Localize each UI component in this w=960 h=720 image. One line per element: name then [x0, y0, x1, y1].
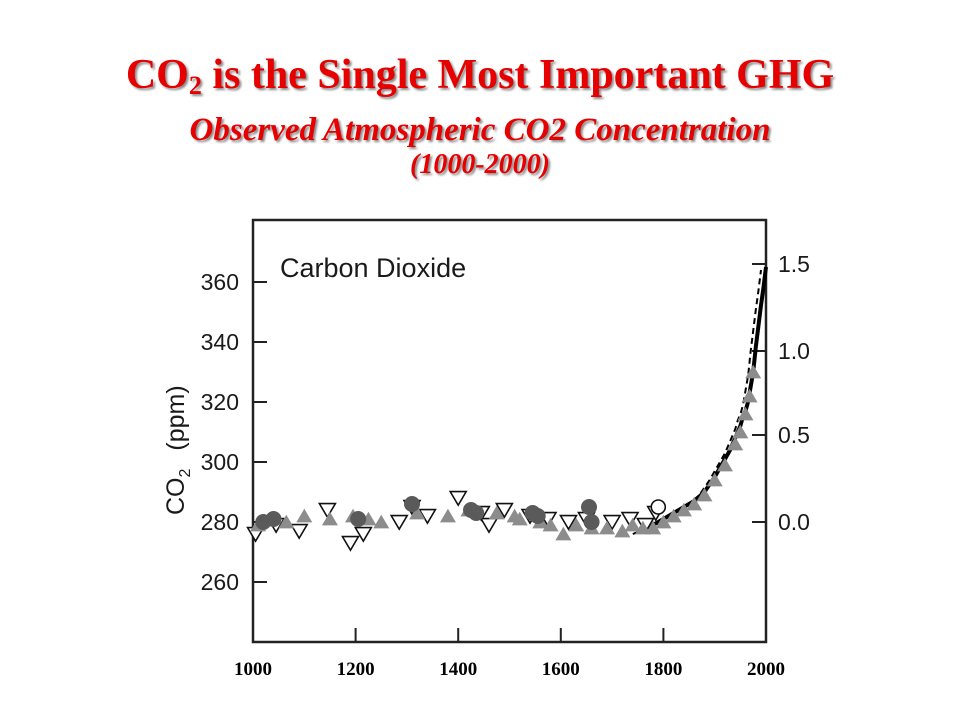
data-marks	[246, 266, 768, 552]
gray-triangle-marker	[488, 505, 505, 520]
gray-triangle-marker	[278, 514, 295, 529]
gray-triangle-marker	[555, 526, 572, 541]
open-triangle-marker	[602, 514, 622, 531]
left-tick-label: 320	[201, 389, 239, 415]
x-axis-ticks: 1000 1200 1400 1600 1800 2000	[234, 628, 785, 680]
gray-triangle-marker	[511, 511, 528, 526]
gray-circle-marker	[529, 508, 546, 524]
x-tick-label: 2000	[747, 659, 785, 680]
title-rest: is the Single Most Important GHG	[201, 52, 835, 98]
open-triangle-marker	[418, 508, 437, 525]
x-tick-label: 1200	[337, 659, 375, 680]
open-triangle-marker	[389, 514, 409, 531]
x-tick-label: 1000	[234, 659, 272, 680]
gray-circle-marker	[404, 496, 421, 512]
gray-triangle-marker	[727, 436, 744, 451]
gray-triangle-marker	[598, 520, 615, 535]
gray-triangle-marker	[542, 517, 559, 532]
slide-title: CO2 is the Single Most Important GHG	[0, 50, 960, 111]
right-axis-ticks: 0.0 0.5 1.0 1.5	[752, 251, 810, 535]
y-axis-label: CO2 (ppm)	[162, 385, 194, 515]
left-tick-label: 360	[201, 269, 239, 295]
right-tick-label: 1.5	[778, 251, 810, 277]
right-tick-label: 0.0	[778, 509, 810, 535]
gray-triangle-marker	[568, 517, 585, 532]
open-triangle-marker	[479, 517, 499, 534]
gray-triangle-marker	[645, 520, 662, 535]
gray-triangle-marker	[686, 496, 703, 511]
open-circle-marker	[650, 499, 667, 515]
gray-circle-marker	[265, 511, 282, 527]
open-triangle-marker	[289, 523, 309, 540]
left-axis-ticks: 260 280 300 320 340 360	[201, 269, 267, 595]
gray-triangle-marker	[696, 487, 713, 502]
gray-circle-marker	[583, 514, 600, 530]
gray-triangle-marker	[741, 388, 758, 403]
gray-triangle-marker	[409, 505, 426, 520]
open-triangle-marker	[353, 526, 373, 543]
gray-triangle-marker	[706, 472, 723, 487]
left-tick-label: 300	[201, 449, 239, 475]
gray-circle-marker	[581, 499, 598, 515]
gray-triangle-marker	[716, 457, 733, 472]
title-subscript: 2	[188, 71, 202, 100]
gray-triangle-marker	[655, 514, 672, 529]
x-tick-label: 1400	[439, 659, 477, 680]
gray-triangle-marker	[373, 514, 390, 529]
gray-triangle-marker	[624, 517, 641, 532]
gray-triangle-marker	[634, 520, 651, 535]
right-tick-label: 1.0	[778, 338, 810, 364]
open-triangle-marker	[620, 511, 640, 528]
gray-triangle-marker	[737, 406, 754, 421]
title-main: CO	[125, 52, 189, 98]
left-tick-label: 280	[201, 509, 239, 535]
gray-triangle-marker	[439, 508, 456, 523]
ylabel-main: CO	[162, 478, 190, 516]
open-triangle-marker	[341, 535, 360, 552]
left-tick-label: 340	[201, 329, 239, 355]
inner-label: Carbon Dioxide	[280, 253, 466, 283]
left-tick-label: 260	[201, 569, 239, 595]
x-tick-label: 1600	[542, 659, 580, 680]
gray-circle-marker	[468, 505, 485, 521]
co2-curve-dashed	[632, 269, 762, 535]
slide-subtitle-years: (1000-2000)	[410, 149, 550, 180]
open-triangle-marker	[494, 502, 514, 519]
open-triangle-marker	[448, 490, 468, 507]
gray-triangle-marker	[665, 508, 682, 523]
gray-triangle-marker	[732, 424, 749, 439]
open-triangle-marker	[559, 514, 578, 531]
slide-subtitle: Observed Atmospheric CO2 Concentration	[189, 112, 771, 148]
x-tick-label: 1800	[644, 659, 682, 680]
gray-triangle-marker	[675, 502, 692, 517]
gray-circle-marker	[350, 511, 367, 527]
open-triangle-marker	[317, 502, 337, 519]
plot-frame	[251, 218, 768, 644]
right-tick-label: 0.5	[778, 422, 810, 448]
gray-triangle-marker	[321, 511, 338, 526]
ylabel-unit: (ppm)	[162, 385, 190, 450]
gray-triangle-marker	[614, 523, 631, 538]
gray-triangle-marker	[745, 364, 762, 379]
gray-triangle-marker	[296, 508, 313, 523]
ylabel-sub: 2	[177, 469, 194, 478]
